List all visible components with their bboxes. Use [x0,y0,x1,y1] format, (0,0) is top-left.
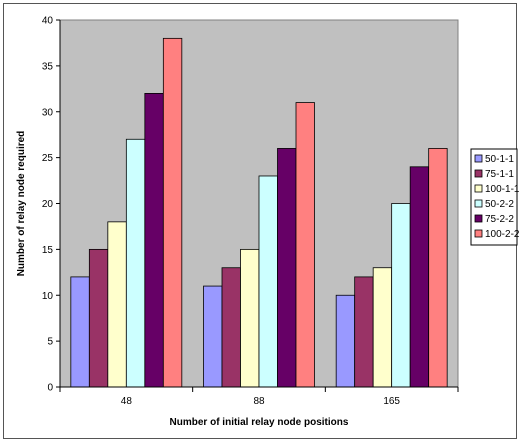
bar-50-1-1-88 [203,285,223,388]
bar-100-2-2-88 [295,102,315,388]
y-tick-label: 20 [42,199,54,210]
x-axis-title: Number of initial relay node positions [170,417,349,428]
legend-label-75-1-1: 75-1-1 [485,169,514,180]
legend-box [470,148,518,246]
legend-label-100-2-2: 100-2-2 [485,229,520,240]
legend-swatch-100-1-1 [474,184,483,193]
x-tick-label: 48 [121,396,133,407]
y-tick-label: 25 [42,153,54,164]
y-tick-label: 5 [47,337,53,348]
bar-100-1-1-165 [372,267,393,388]
bar-75-1-1-48 [88,248,109,388]
bar-100-1-1-88 [240,248,260,388]
bar-75-2-2-165 [409,166,430,388]
bar-50-2-2-48 [125,138,146,388]
legend-swatch-100-2-2 [474,229,483,238]
legend-swatch-75-2-2 [474,214,483,223]
bar-75-2-2-88 [277,148,297,388]
legend-swatch-50-1-1 [474,154,483,163]
y-tick-label: 40 [42,16,54,27]
y-tick-label: 10 [42,291,54,302]
legend-label-75-2-2: 75-2-2 [485,214,514,225]
legend-swatch-50-2-2 [474,199,483,208]
x-ticks-group: 48 88 165 [59,387,459,407]
bars-group [70,37,448,388]
bar-100-1-1-48 [107,221,127,388]
bar-50-1-1-48 [70,276,90,388]
x-tick-label: 88 [253,396,265,407]
y-ticks-group: 0 5 10 15 20 25 30 35 40 [42,16,60,394]
legend-swatch-75-1-1 [474,169,483,178]
legend-label-50-2-2: 50-2-2 [485,199,514,210]
y-axis-title: Number of relay node required [16,131,27,277]
y-tick-label: 0 [47,383,53,394]
y-tick-label: 30 [42,107,54,118]
bar-75-1-1-165 [354,276,374,388]
y-tick-label: 35 [42,61,54,72]
bar-50-2-2-165 [391,203,411,388]
legend-label-50-1-1: 50-1-1 [485,154,514,165]
bar-100-2-2-165 [428,148,448,388]
legend-label-100-1-1: 100-1-1 [485,184,520,195]
x-tick-label: 165 [383,396,400,407]
bar-75-1-1-88 [221,267,241,388]
bar-100-2-2-48 [162,37,183,388]
bar-50-1-1-165 [335,294,356,388]
bar-75-2-2-48 [144,93,164,388]
bar-50-2-2-88 [258,175,278,388]
legend: 50-1-1 75-1-1 100-1-1 50-2-2 75-2-2 100-2-2 [470,148,520,246]
y-tick-label: 15 [42,245,54,256]
